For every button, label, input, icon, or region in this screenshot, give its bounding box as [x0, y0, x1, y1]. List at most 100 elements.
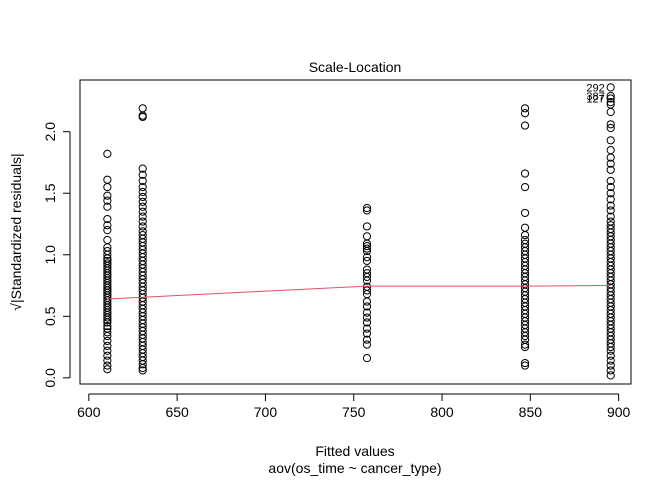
data-point	[520, 361, 530, 370]
data-point	[103, 336, 112, 346]
data-point	[362, 222, 372, 231]
data-point	[138, 363, 147, 373]
data-point	[520, 223, 530, 232]
data-point	[362, 244, 372, 253]
data-point	[103, 250, 112, 259]
y-tick-label: 2.0	[42, 122, 58, 142]
data-point	[362, 246, 372, 256]
x-tick-label: 900	[607, 404, 631, 420]
data-point	[103, 191, 112, 200]
y-axis-label: √|Standardized residuals|	[8, 153, 24, 310]
data-point	[138, 197, 147, 206]
data-point	[520, 121, 530, 130]
data-point	[606, 195, 615, 204]
data-point	[606, 107, 615, 117]
data-point	[520, 340, 530, 349]
data-point	[362, 253, 372, 262]
data-point	[520, 208, 530, 218]
axes: 600 650 700 750 800 850 900 0.0 0.5 1.0 1.5 2.0	[42, 122, 631, 420]
data-point	[138, 202, 147, 211]
data-point	[103, 322, 112, 331]
data-point	[138, 212, 147, 221]
data-point	[138, 164, 147, 173]
data-point	[103, 202, 112, 211]
data-point	[362, 335, 372, 344]
data-point	[606, 342, 615, 352]
data-point	[138, 182, 147, 192]
data-point	[606, 94, 615, 103]
data-point	[138, 207, 147, 216]
data-point	[606, 212, 615, 221]
data-point	[362, 302, 372, 311]
data-point	[362, 313, 372, 322]
data-point	[138, 112, 147, 122]
data-point	[103, 361, 112, 370]
chart-title: Scale-Location	[309, 59, 402, 75]
data-point	[606, 146, 615, 155]
data-point	[606, 91, 615, 101]
point-annotation: 127	[586, 93, 604, 105]
data-point	[606, 189, 615, 198]
data-point	[606, 182, 615, 192]
data-point	[138, 366, 147, 375]
data-point	[362, 276, 372, 285]
data-point	[520, 104, 530, 113]
x-tick-label: 600	[77, 404, 101, 420]
data-point	[606, 159, 615, 168]
x-axis-subtitle: aov(os_time ~ cancer_type)	[268, 460, 441, 476]
data-point	[606, 366, 615, 375]
data-point	[606, 346, 615, 355]
data-point	[103, 182, 112, 192]
data-point	[606, 356, 615, 365]
data-point	[606, 120, 615, 129]
data-point	[103, 196, 112, 205]
data-point	[103, 235, 112, 245]
data-point	[520, 169, 530, 178]
data-point	[362, 340, 372, 349]
data-point	[103, 331, 112, 341]
data-point	[362, 206, 372, 215]
data-point	[138, 217, 147, 226]
data-point	[103, 315, 112, 325]
y-tick-label: 1.0	[42, 245, 58, 265]
y-tick-label: 1.5	[42, 183, 58, 203]
y-tick-label: 0.0	[42, 368, 58, 388]
data-point	[362, 232, 372, 241]
data-point	[103, 356, 112, 365]
data-point	[103, 214, 112, 224]
data-point	[138, 187, 147, 197]
data-point	[520, 331, 530, 341]
data-point	[362, 256, 372, 266]
data-point	[606, 98, 615, 107]
data-point	[103, 149, 112, 158]
data-point	[362, 308, 372, 317]
data-point	[362, 297, 372, 306]
x-tick-label: 650	[165, 404, 189, 420]
data-point	[103, 226, 112, 235]
data-point	[520, 230, 530, 240]
data-point	[362, 354, 372, 363]
data-point	[138, 360, 147, 369]
data-point	[103, 313, 112, 322]
data-point	[606, 83, 615, 92]
data-point	[606, 136, 615, 145]
data-point	[606, 361, 615, 370]
x-axis-label: Fitted values	[315, 443, 394, 459]
data-point	[606, 153, 615, 162]
data-points	[103, 83, 615, 380]
data-point	[362, 242, 372, 251]
data-point	[606, 351, 615, 360]
data-point	[103, 346, 112, 355]
data-point	[520, 109, 530, 118]
x-tick-label: 700	[254, 404, 278, 420]
x-tick-label: 850	[519, 404, 543, 420]
data-point	[103, 221, 112, 230]
data-point	[520, 342, 530, 352]
data-point	[606, 371, 615, 380]
data-point	[362, 318, 372, 327]
data-point	[138, 222, 147, 231]
x-tick-label: 750	[342, 404, 366, 420]
data-point	[103, 365, 112, 374]
data-point	[520, 182, 530, 192]
data-point	[606, 206, 615, 215]
